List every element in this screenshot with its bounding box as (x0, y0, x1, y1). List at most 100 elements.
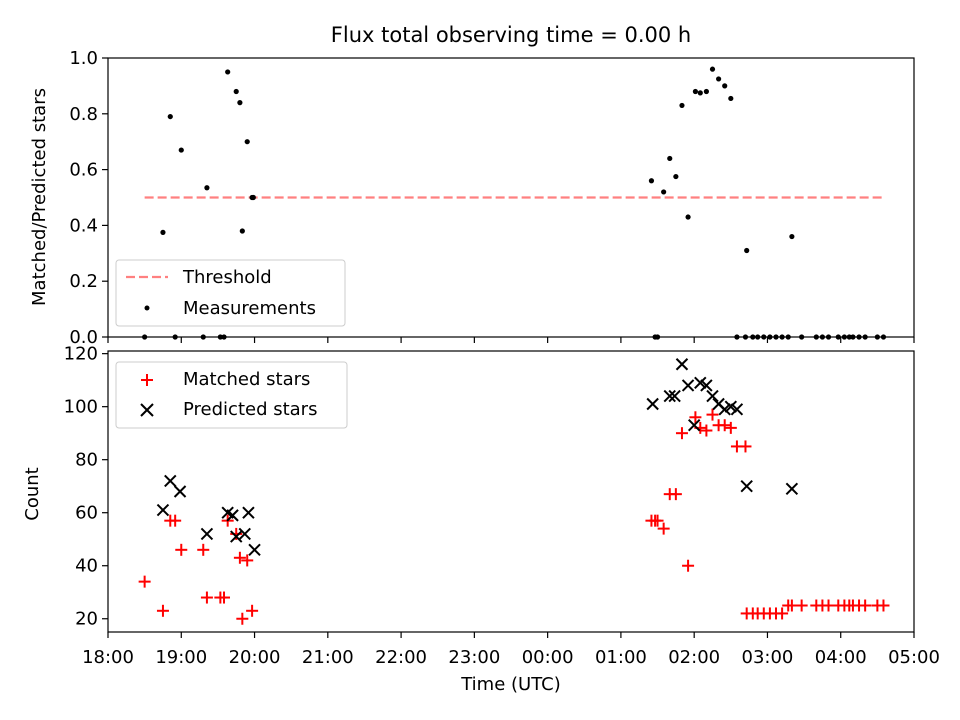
matched-star-point (651, 514, 664, 527)
measurement-point (761, 334, 767, 340)
measurement-point (819, 334, 826, 340)
top-y-axis: 0.0 0.2 0.4 0.6 0.8 1.0 (69, 48, 108, 348)
measurement-point (880, 334, 887, 340)
bottom-y-tick-label: 20 (75, 609, 98, 630)
matched-star-point (739, 440, 752, 453)
predicted-star-point (226, 509, 239, 522)
bottom-y-axis-label: Count (22, 467, 43, 520)
measurement-point (142, 334, 148, 340)
measurement-point (172, 334, 178, 340)
measurement-point (200, 334, 206, 340)
measurement-point (850, 334, 856, 340)
chart-title: Flux total observing time = 0.00 h (331, 23, 691, 47)
bottom-x-axis: 18:00 19:00 20:00 21:00 22:00 23:00 00:00 01:00… (82, 632, 940, 668)
legend-predicted-label: Predicted stars (183, 399, 317, 420)
measurement-point (813, 334, 819, 340)
measurement-point (237, 100, 243, 106)
bottom-y-tick-label: 60 (75, 503, 98, 524)
bottom-panel: 20 40 60 80 100 120 18:00 19:00 20:00 21:00 22:00… (22, 344, 940, 695)
bottom-y-tick-label: 40 (75, 556, 98, 577)
matched-star-point (776, 607, 789, 620)
bottom-y-axis: 20 40 60 80 100 120 (64, 344, 108, 630)
predicted-star-point (687, 419, 701, 432)
top-plot-frame (107, 57, 915, 338)
top-x-axis (107, 337, 915, 343)
matched-star-point (706, 408, 719, 421)
top-y-axis-label: Matched/Predicted stars (29, 88, 50, 306)
predicted-star-point (242, 506, 255, 519)
top-panel: 0.0 0.2 0.4 0.6 0.8 1.0 Matched/Predicted sta… (29, 48, 915, 348)
predicted-star-point (173, 485, 187, 498)
matched-star-point (718, 419, 731, 432)
matched-star-point (877, 599, 890, 612)
matched-stars-points (138, 408, 890, 625)
measurement-point (789, 233, 795, 240)
x-tick-label: 00:00 (522, 647, 574, 668)
matched-star-point (200, 591, 213, 604)
x-tick-label: 21:00 (302, 647, 354, 668)
matched-star-point (689, 411, 702, 424)
measurement-point (679, 102, 685, 109)
measurement-point (773, 334, 779, 340)
predicted-star-point (164, 474, 177, 488)
measurement-point (835, 334, 841, 340)
predicted-star-point (740, 479, 753, 493)
matched-star-point (859, 599, 872, 612)
matched-star-point (218, 591, 231, 604)
matched-star-point (175, 543, 188, 556)
measurement-point (862, 334, 868, 340)
predicted-star-point (156, 503, 170, 517)
predicted-star-point (785, 482, 799, 496)
legend-threshold-label: Threshold (182, 267, 272, 288)
measurement-point (846, 334, 852, 340)
bottom-y-tick-label: 80 (75, 450, 98, 471)
measurement-point (779, 334, 785, 340)
measurement-point (685, 214, 691, 220)
measurement-point (167, 113, 173, 120)
measurement-point (204, 185, 210, 191)
matched-star-point (724, 421, 737, 434)
bottom-y-tick-label: 100 (64, 397, 98, 418)
measurement-point (755, 334, 761, 340)
predicted-star-point (675, 358, 689, 371)
legend-measurements-swatch (144, 305, 150, 311)
measurement-point (767, 334, 773, 340)
x-tick-label: 23:00 (448, 647, 500, 668)
measurement-point (750, 334, 756, 340)
top-y-tick-label: 1.0 (69, 48, 98, 69)
predicted-star-point (718, 403, 731, 416)
legend-matched-swatch (141, 374, 153, 386)
top-y-tick-label: 0.0 (69, 327, 98, 348)
measurement-point (217, 334, 223, 340)
predicted-star-point (724, 400, 738, 413)
predicted-star-point (668, 389, 681, 403)
matched-star-point (241, 554, 254, 567)
matched-star-point (233, 551, 246, 564)
measurement-point (716, 76, 722, 82)
bottom-legend-box (115, 361, 348, 429)
measurement-point (874, 334, 880, 340)
measurement-point (221, 334, 227, 340)
x-tick-label: 22:00 (375, 647, 427, 668)
matched-star-point (682, 559, 695, 572)
measurement-point (654, 334, 661, 340)
predicted-star-point (681, 379, 695, 392)
predicted-star-point (663, 389, 676, 403)
measurement-point (785, 334, 791, 340)
x-tick-label: 01:00 (595, 647, 647, 668)
predicted-star-point (694, 376, 707, 390)
predicted-star-point (730, 403, 744, 416)
top-legend-box (115, 259, 346, 327)
measurement-point (709, 66, 716, 72)
predicted-star-point (238, 527, 251, 541)
measurement-points (142, 66, 887, 340)
matched-star-point (236, 612, 249, 625)
measurement-point (744, 247, 750, 254)
matched-star-point (669, 488, 682, 501)
top-y-tick-label: 0.2 (69, 271, 98, 292)
x-tick-label: 04:00 (815, 647, 867, 668)
x-axis-label: Time (UTC) (460, 674, 561, 695)
measurement-point (160, 229, 166, 235)
